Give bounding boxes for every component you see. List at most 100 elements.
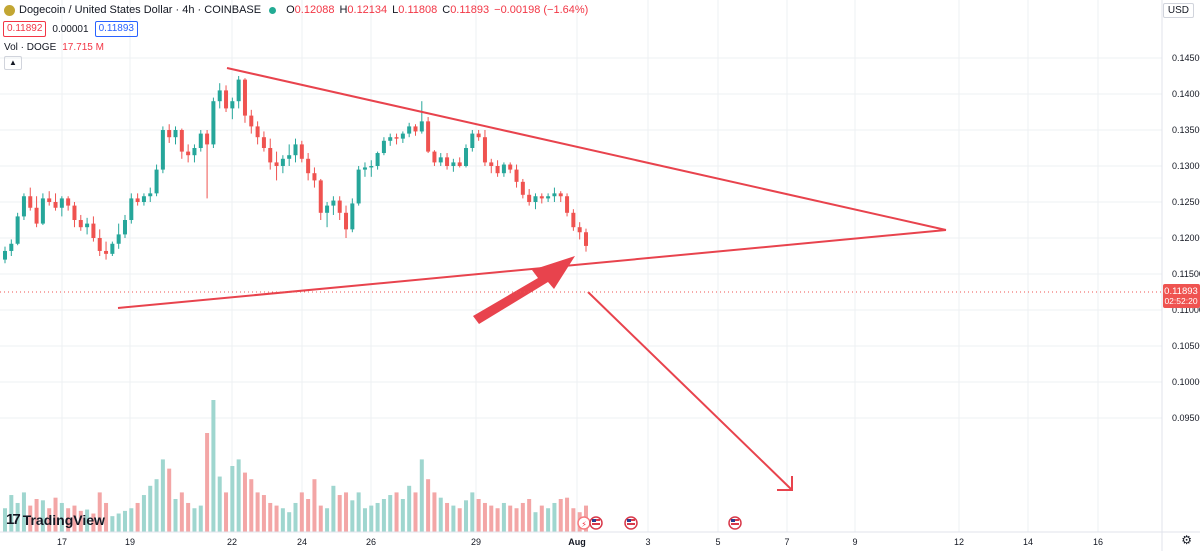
trade-buttons: 0.11892 0.00001 0.11893 [3,21,138,37]
volume-bar [129,508,134,532]
currency-selector[interactable]: USD [1162,3,1194,18]
us-flag-event-icon[interactable] [728,516,742,530]
volume-bar [21,492,26,532]
close-value: 0.11893 [450,4,490,16]
candle-body [533,196,538,202]
target-projection-line[interactable] [587,291,793,491]
volume-bar [179,492,184,532]
volume-bar [571,508,576,532]
volume-bar [533,512,538,532]
symbol-legend[interactable]: Dogecoin / United States Dollar · 4h · C… [4,2,593,18]
volume-bar [419,459,424,532]
tradingview-logo[interactable]: 17 TradingView [6,511,105,528]
volume-bar [148,485,153,532]
candle-body [325,205,330,213]
time-tick-label: Aug [568,537,586,547]
candle-body [53,202,58,208]
candle-body [160,130,165,170]
volume-bar [255,492,260,532]
high-label: H [339,4,348,16]
volume-bar [53,497,58,532]
time-axis[interactable]: 17 19 22 24 26 29 Aug 3 5 7 9 12 14 16 [57,537,1103,547]
volume-bar [470,492,475,532]
candle-body [268,148,273,163]
target-arrowhead[interactable] [777,476,793,491]
candle-body [198,133,203,148]
triangle-upper-trendline[interactable] [226,67,947,231]
volume-bar [464,500,469,532]
candle-body [400,133,405,139]
volume-bar [362,508,367,532]
volume-bar [230,466,235,532]
buy-button[interactable]: 0.11893 [94,21,138,37]
candle-body [482,137,487,163]
volume-legend[interactable]: Vol · DOGE 17.715 M [4,42,104,53]
volume-bar [293,502,298,532]
price-tick-label: 0.09500 [1172,413,1200,423]
volume-bar [205,433,210,532]
candle-body [287,155,292,159]
market-open-status-icon [269,6,277,14]
candle-body [217,90,222,102]
volume-bar [318,505,323,532]
candle-body [426,121,431,152]
gear-icon[interactable]: ⚙ [1181,533,1192,547]
volume-bar [426,479,431,532]
us-flag-event-icon[interactable] [624,516,638,530]
drawing-tools[interactable] [117,67,947,491]
volume-bar [451,505,456,532]
candle-body [394,137,399,139]
breakdown-arrow[interactable] [473,256,575,324]
triangle-lower-trendline[interactable] [117,229,947,309]
volume-bar [28,505,33,532]
candle-body [344,212,349,230]
candle-body [331,200,336,206]
volume-bar [539,505,544,532]
time-tick-label: 14 [1023,537,1033,547]
event-markers[interactable]: ⚡ [577,516,742,530]
us-flag-event-icon[interactable] [589,516,603,530]
volume-bar [489,505,494,532]
close-label: C [442,4,451,16]
candle-body [438,157,443,163]
volume-bar [274,505,279,532]
time-tick-label: 3 [645,537,650,547]
candle-body [242,79,247,116]
volume-bar [59,502,64,532]
time-tick-label: 26 [366,537,376,547]
candle-body [135,198,140,202]
candle-body [280,158,285,166]
time-tick-label: 5 [715,537,720,547]
time-tick-label: 29 [471,537,481,547]
candle-body [66,198,71,206]
volume-bar [558,499,563,532]
volume-bar [116,513,121,532]
volume-bar [325,508,330,532]
volume-bar [154,479,159,532]
volume-bar [445,502,450,532]
sell-button[interactable]: 0.11892 [3,21,47,37]
volume-bar [249,479,254,532]
candle-body [255,126,260,138]
candle-body [249,115,254,127]
volume-bar [224,492,229,532]
volume-bar [476,499,481,532]
candle-body [527,194,532,202]
chevron-up-icon[interactable]: ▲ [4,56,22,70]
volume-bar [520,502,525,532]
candle-body [558,193,563,197]
symbol-title[interactable]: Dogecoin / United States Dollar · 4h · C… [19,4,262,16]
low-value: 0.11808 [398,4,438,16]
volume-bar [299,492,304,532]
volume-bar [3,508,7,532]
candle-body [91,223,96,238]
tradingview-mark-icon: 17 [6,511,21,528]
